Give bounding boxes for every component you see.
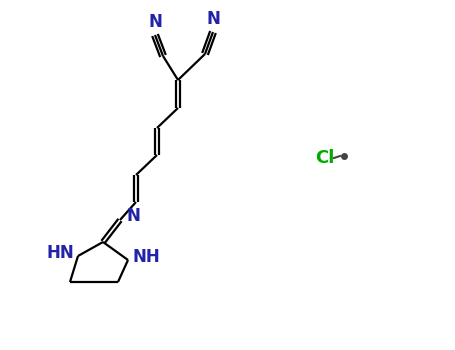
Text: Cl: Cl bbox=[315, 149, 335, 167]
Text: NH: NH bbox=[132, 248, 160, 266]
Text: N: N bbox=[126, 207, 140, 225]
Text: HN: HN bbox=[46, 244, 74, 262]
Text: N: N bbox=[206, 10, 220, 28]
Text: N: N bbox=[148, 13, 162, 31]
